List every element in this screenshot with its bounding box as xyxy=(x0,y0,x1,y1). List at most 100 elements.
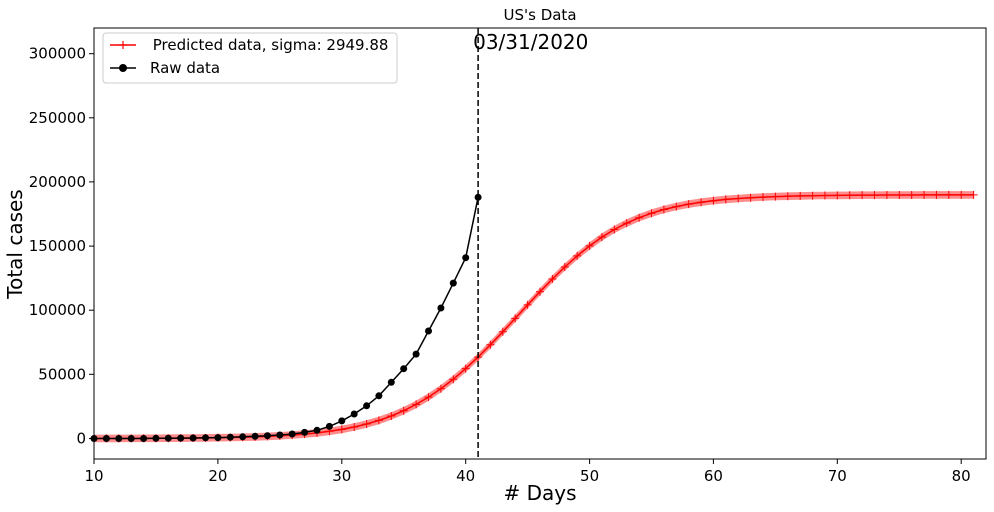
axes-frame xyxy=(93,27,987,460)
raw-data-point xyxy=(239,433,247,441)
predicted-point xyxy=(337,425,346,434)
raw-data-point xyxy=(400,365,408,373)
x-tick-label: 20 xyxy=(208,467,227,485)
raw-data-point xyxy=(202,434,209,442)
y-tick-label: 250000 xyxy=(29,109,86,127)
date-marker-label: 03/31/2020 xyxy=(473,30,588,54)
predicted-point xyxy=(647,209,656,218)
predicted-point xyxy=(684,200,693,209)
raw-data-point xyxy=(363,402,371,410)
raw-data-point xyxy=(449,279,457,287)
y-axis-title: Total cases xyxy=(3,189,27,299)
predicted-point xyxy=(858,191,867,200)
raw-data-point xyxy=(226,433,234,441)
predicted-point xyxy=(486,340,495,349)
x-tick-label: 60 xyxy=(704,467,723,485)
predicted-point xyxy=(424,393,433,402)
predicted-point xyxy=(449,375,458,384)
predicted-series-line xyxy=(94,194,974,440)
x-tick-label: 50 xyxy=(580,467,599,485)
raw-data-point xyxy=(313,426,321,434)
predicted-point xyxy=(362,420,371,428)
y-tick-label: 50000 xyxy=(38,365,86,383)
y-tick-label: 0 xyxy=(76,430,86,448)
predicted-point xyxy=(920,190,929,199)
x-tick-label: 10 xyxy=(84,467,103,485)
y-tick-label: 200000 xyxy=(29,173,86,191)
chart-title: US's Data xyxy=(503,6,576,24)
predicted-point xyxy=(412,400,421,409)
x-tick-label: 30 xyxy=(332,467,351,485)
predicted-point xyxy=(659,205,668,214)
raw-data-point xyxy=(375,392,383,400)
y-tick-label: 100000 xyxy=(29,301,86,319)
predicted-point xyxy=(771,192,780,201)
raw-data-point xyxy=(115,435,123,442)
raw-data-point xyxy=(387,378,395,386)
y-tick-label: 300000 xyxy=(29,45,86,63)
predicted-point xyxy=(697,198,706,207)
predicted-point xyxy=(548,275,557,283)
predicted-point xyxy=(721,195,730,204)
predicted-point xyxy=(783,192,792,201)
raw-data-point xyxy=(102,435,110,442)
raw-data-point xyxy=(437,304,445,312)
raw-data-point xyxy=(288,430,296,438)
predicted-point xyxy=(498,327,507,336)
raw-data-point xyxy=(164,434,172,442)
predicted-point xyxy=(597,233,606,242)
raw-data-point xyxy=(140,435,148,442)
predicted-point xyxy=(350,423,359,431)
predicted-point xyxy=(808,191,817,200)
predicted-point xyxy=(387,412,396,420)
predicted-point xyxy=(536,287,544,296)
raw-data-point xyxy=(425,327,432,335)
legend: Predicted data, sigma: 2949.88 Raw data xyxy=(102,32,398,84)
predicted-point xyxy=(461,364,470,373)
raw-data-point xyxy=(301,428,309,436)
predicted-point xyxy=(796,191,805,200)
raw-data-point xyxy=(263,432,271,440)
raw-data-point xyxy=(127,435,135,442)
raw-data-point xyxy=(251,432,259,440)
x-tick-label: 40 xyxy=(456,467,475,485)
predicted-point xyxy=(932,190,941,199)
raw-data-point xyxy=(338,417,346,425)
raw-data-point xyxy=(152,434,160,442)
predicted-point xyxy=(635,213,644,222)
x-axis-title: # Days xyxy=(503,481,576,505)
plot-area: 03/31/2020 xyxy=(90,28,978,459)
predicted-point xyxy=(672,202,681,211)
raw-data-point xyxy=(350,410,358,418)
axes: 10 20 30 40 50 60 70 80 0 50000 100000 150000 200000… xyxy=(29,27,987,485)
predicted-point xyxy=(622,219,631,228)
predicted-point xyxy=(573,251,582,260)
predicted-point xyxy=(882,191,891,199)
predicted-point xyxy=(560,263,569,271)
predicted-point xyxy=(969,190,978,199)
raw-data-point xyxy=(276,431,284,439)
raw-data-point xyxy=(412,350,420,358)
y-tick-label: 150000 xyxy=(29,237,86,255)
raw-data-point xyxy=(177,434,185,442)
predicted-point xyxy=(870,191,879,200)
predicted-point xyxy=(759,193,767,202)
predicted-point xyxy=(944,190,953,199)
predicted-point xyxy=(746,193,755,202)
legend-raw-label: Raw data xyxy=(150,59,220,77)
predicted-point xyxy=(374,416,383,425)
predicted-point xyxy=(436,384,445,393)
x-tick-label: 70 xyxy=(828,467,847,485)
predicted-point xyxy=(833,191,842,200)
predicted-point xyxy=(709,196,718,205)
raw-data-point xyxy=(325,422,333,430)
predicted-point xyxy=(907,191,916,199)
raw-data-point xyxy=(462,254,470,262)
predicted-point xyxy=(511,314,520,323)
predicted-point xyxy=(610,225,619,234)
raw-data-point xyxy=(189,434,197,442)
predicted-point xyxy=(820,191,829,200)
predicted-point xyxy=(585,241,594,250)
